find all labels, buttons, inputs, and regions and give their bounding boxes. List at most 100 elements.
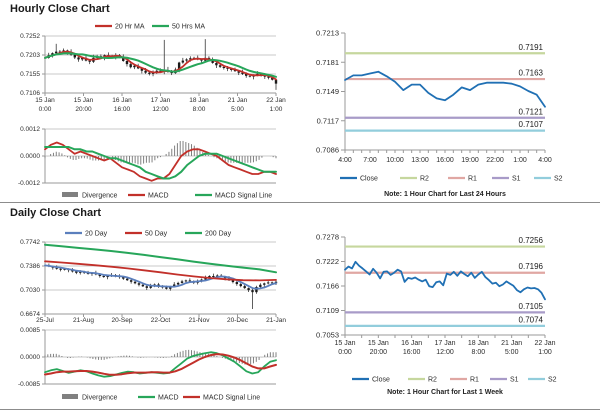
candle-body [133, 281, 137, 284]
ma-50-line [44, 260, 277, 282]
candle-body [266, 282, 270, 284]
candle-body [54, 51, 58, 54]
candle-body [129, 64, 132, 68]
y-axis-label: -0.0012 [18, 180, 40, 187]
level-label-r1: 0.7196 [519, 262, 544, 271]
candle-body [233, 69, 237, 72]
legend-label: 20 Hr MA [115, 24, 145, 31]
x-axis-label: 8:00 [193, 106, 206, 113]
legend-label: R2 [420, 176, 429, 183]
ma-long-line [44, 52, 277, 78]
candle-body [231, 280, 235, 283]
candle-body [274, 79, 278, 84]
candle-body [122, 277, 125, 279]
hourly-chart-title: Hourly Close Chart [10, 3, 110, 15]
legend-label: S2 [548, 377, 557, 384]
level-label-s2: 0.7074 [519, 315, 544, 324]
x-axis-label: 7:00 [363, 157, 377, 164]
candle-body [126, 278, 129, 281]
x-axis-label: 4:00 [338, 157, 352, 164]
candle-body [222, 66, 226, 69]
x-axis-label: 16:00 [403, 349, 421, 356]
candle-body [141, 284, 145, 287]
candle-body [129, 280, 133, 282]
candle-body [239, 284, 242, 287]
y-axis-label: 0.0012 [20, 126, 40, 133]
x-axis-label: 4:00 [538, 157, 552, 164]
y-axis-label: 0.7386 [20, 263, 40, 270]
x-axis-label: 5:00 [231, 106, 244, 113]
candle-body [248, 75, 252, 77]
close-line [344, 70, 546, 108]
y-axis-label: 0.0085 [20, 327, 40, 334]
x-axis-label: 10:00 [386, 157, 404, 164]
y-axis-label: 0.7155 [20, 71, 40, 78]
x-axis-label: 1:00 [270, 106, 283, 113]
legend-label: MACD [158, 395, 179, 402]
candle-body [73, 54, 77, 58]
candle-body [185, 59, 188, 61]
candle-body [208, 275, 211, 278]
legend-label: Close [360, 176, 378, 183]
x-axis-label: 16:00 [436, 157, 454, 164]
candle-body [98, 274, 102, 276]
candle-body [263, 283, 266, 285]
legend-label: Close [372, 377, 390, 384]
x-axis-label: 19:00 [461, 157, 479, 164]
x-axis-label: 25-Jul [36, 317, 54, 324]
candle-body [226, 68, 229, 69]
legend-label: S1 [510, 377, 519, 384]
candle-body [55, 267, 58, 269]
x-axis-label: 18 Jan [468, 340, 489, 347]
x-axis-label: 21-Jan [266, 317, 286, 324]
candle-body [259, 284, 262, 287]
x-axis-label: 16:00 [114, 106, 131, 113]
legend-label: MACD [148, 193, 169, 200]
legend-label: MACD Signal Line [215, 193, 272, 200]
candle-body [243, 286, 246, 289]
legend-label: Divergence [82, 395, 118, 402]
y-axis-label: 0.0000 [20, 153, 40, 160]
legend-label: R1 [468, 176, 477, 183]
candle-body [247, 288, 250, 291]
candle-body [271, 77, 274, 80]
y-axis-label: 0.7203 [20, 52, 40, 59]
candle-body [75, 271, 78, 273]
x-axis-label: 8:00 [472, 349, 486, 356]
y-axis-label: -0.0085 [18, 381, 40, 388]
x-axis-label: 20-Dec [227, 317, 249, 324]
y-axis-label: 0.7742 [20, 239, 40, 246]
candle-body [181, 60, 185, 63]
candle-body [144, 70, 147, 73]
y-axis-label: 0.7030 [20, 287, 40, 294]
candle-body [173, 284, 176, 287]
legend-label: 50 Day [145, 231, 168, 238]
x-axis-label: 20:00 [370, 349, 388, 356]
x-axis-label: 21 Jan [228, 97, 248, 104]
x-axis-label: 5:00 [505, 349, 519, 356]
close-line [344, 260, 546, 301]
x-axis-label: 16 Jan [112, 97, 132, 104]
x-axis-label: 12:00 [152, 106, 169, 113]
y-axis-label: 0.7109 [316, 306, 339, 315]
legend-label: Divergence [82, 193, 118, 200]
candle-body [204, 277, 207, 280]
candle-body [241, 72, 244, 74]
y-axis-label: 0.7252 [20, 33, 40, 40]
candle-body [148, 72, 151, 74]
candle-body [133, 65, 136, 68]
candle-body [235, 282, 239, 285]
candle-body [189, 58, 192, 60]
y-axis-label: 0.7222 [316, 257, 339, 266]
candle-body [51, 53, 54, 56]
legend-label: R1 [470, 377, 479, 384]
candle-body [230, 68, 233, 70]
candle-body [177, 62, 181, 70]
y-axis-label: 0.7181 [316, 58, 339, 67]
candle-body [218, 65, 222, 67]
daily-chart-title: Daily Close Chart [10, 207, 102, 219]
x-axis-label: 22:00 [486, 157, 504, 164]
candle-body [71, 270, 74, 272]
x-axis-label: 17 Jan [434, 340, 455, 347]
level-label-r1: 0.7163 [519, 69, 544, 78]
